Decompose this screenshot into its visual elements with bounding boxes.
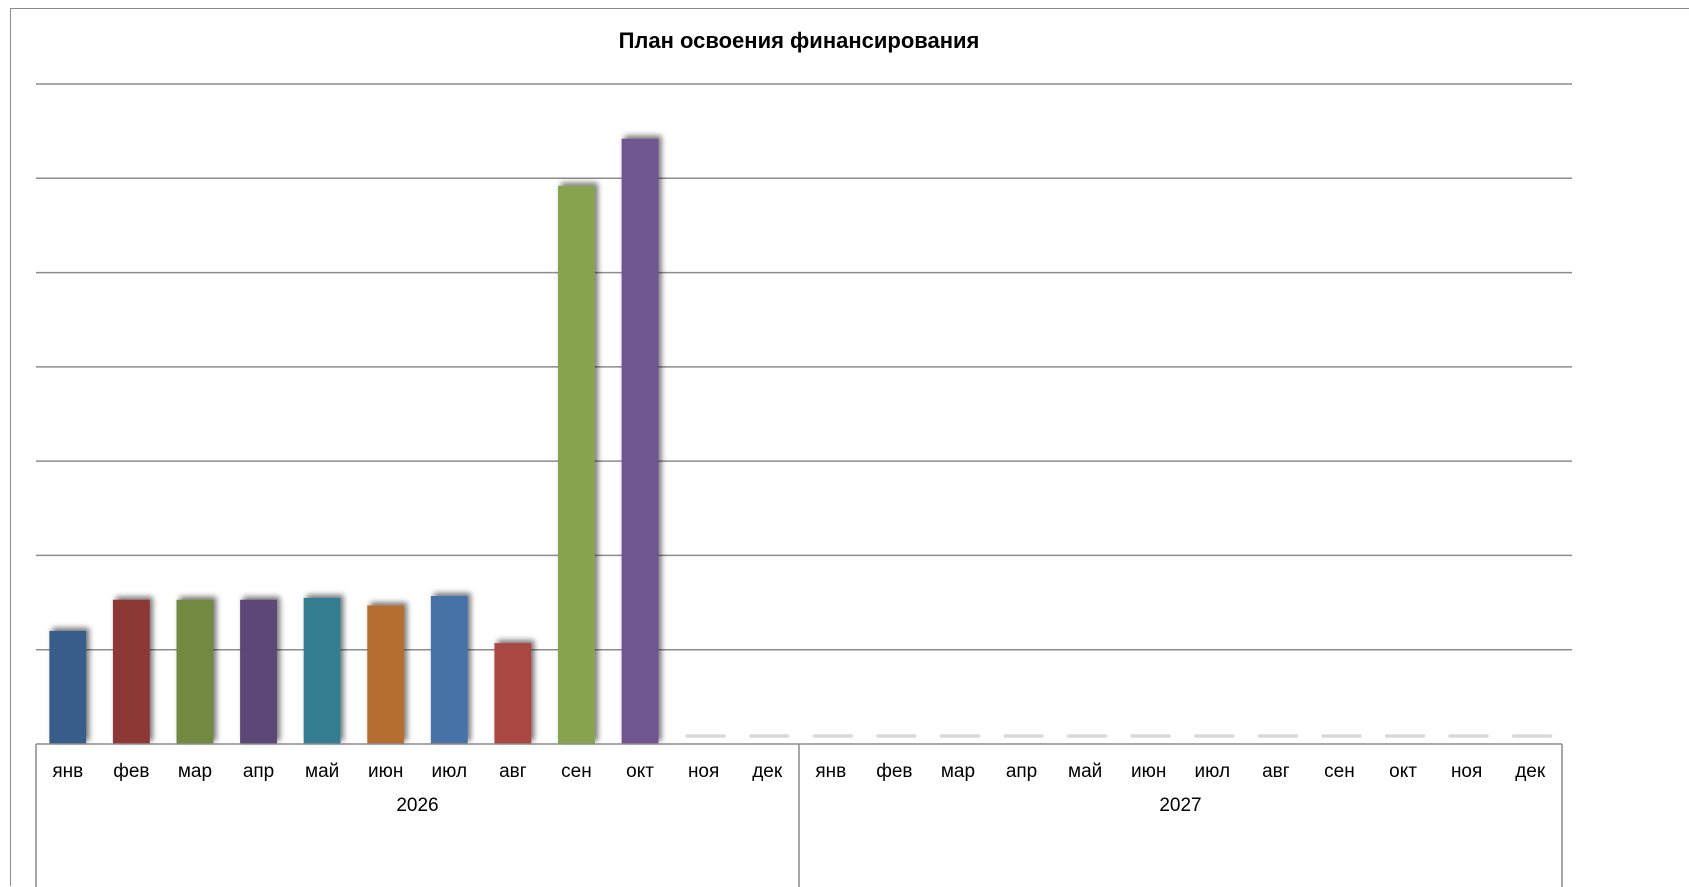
bar-0-8 (558, 185, 595, 745)
bar-0-4 (303, 597, 341, 744)
year-label: 2027 (1159, 795, 1201, 816)
bar-0-7 (494, 643, 532, 744)
tick-label: окт (626, 761, 654, 782)
tick-label: май (1068, 761, 1102, 782)
bar-0-0 (49, 630, 87, 744)
chart-title: План освоения финансирования (619, 28, 980, 53)
x-axis-labels: янв фев мар апр май июн июл авг сен окт ноя дек янв ф… (52, 761, 1546, 816)
tick-label: июл (432, 761, 468, 782)
chart-svg: План освоения финансирования янв фев мар ап… (35, 28, 1572, 887)
tick-label: июн (368, 761, 403, 782)
tick-label: май (305, 761, 339, 782)
bar-0-6 (430, 595, 468, 744)
gridlines (36, 83, 1572, 651)
bars (49, 138, 1553, 745)
tick-label: сен (561, 761, 592, 782)
tick-label: фев (113, 761, 149, 782)
tick-label: ноя (1451, 761, 1482, 782)
bar-0-2 (176, 599, 214, 744)
tick-label: окт (1389, 761, 1417, 782)
tick-label: мар (178, 761, 212, 782)
x-axis (35, 743, 1563, 887)
tick-label: авг (1262, 761, 1290, 782)
tick-label: сен (1324, 761, 1355, 782)
bar-0-9 (621, 138, 659, 744)
tick-label: янв (52, 761, 83, 782)
tick-label: июл (1195, 761, 1231, 782)
tick-label: ноя (688, 761, 719, 782)
tick-label: дек (752, 761, 783, 782)
tick-label: авг (499, 761, 527, 782)
tick-label: июн (1131, 761, 1166, 782)
tick-label: мар (941, 761, 975, 782)
tick-label: апр (243, 761, 274, 782)
chart-frame: План освоения финансирования янв фев мар ап… (10, 8, 1689, 887)
bar-0-5 (367, 605, 405, 744)
tick-label: апр (1006, 761, 1037, 782)
bar-0-1 (112, 599, 150, 744)
year-label: 2026 (396, 795, 438, 816)
tick-label: фев (876, 761, 912, 782)
tick-label: дек (1515, 761, 1546, 782)
bar-0-3 (240, 599, 277, 744)
tick-label: янв (815, 761, 846, 782)
